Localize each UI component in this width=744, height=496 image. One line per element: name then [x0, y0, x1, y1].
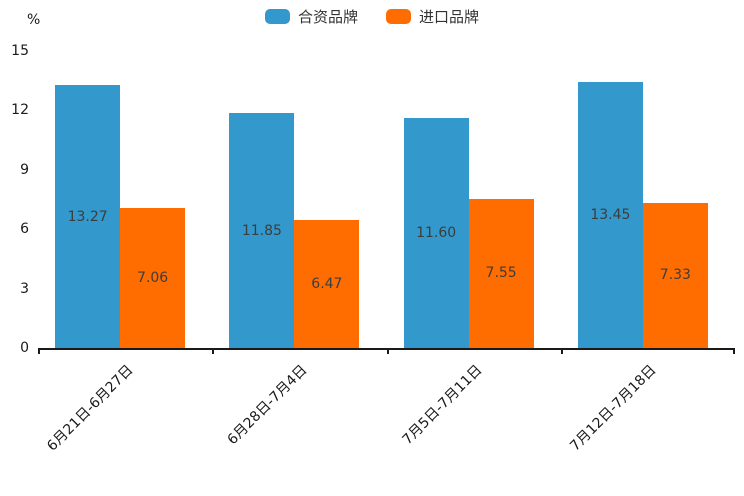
x-axis-tick	[38, 348, 40, 354]
y-axis-tick-label: 15	[11, 43, 29, 59]
x-axis-category-label: 6月21日-6月27日	[44, 362, 137, 455]
legend-label: 合资品牌	[297, 8, 358, 26]
bar-value-label: 13.45	[590, 206, 631, 223]
x-axis-category-label: 7月5日-7月11日	[399, 362, 486, 449]
bar-joint-venture: 11.85	[229, 113, 295, 348]
bar-value-label: 11.85	[241, 222, 282, 239]
legend-item-joint-venture-brands[interactable]: 合资品牌	[264, 6, 358, 27]
bar-value-label: 7.06	[137, 270, 169, 287]
legend-swatch-blue	[264, 9, 290, 24]
x-axis-tick	[386, 348, 389, 354]
legend-label: 进口品牌	[419, 8, 480, 26]
bar-joint-venture: 13.27	[55, 85, 121, 348]
legend-item-imported-brands[interactable]: 进口品牌	[386, 6, 479, 27]
bar-value-label: 11.60	[416, 225, 457, 242]
x-axis-tick	[560, 348, 563, 354]
y-axis-tick-label: 0	[20, 340, 29, 356]
bar-value-label: 6.47	[311, 275, 343, 292]
chart-legend: 合资品牌 进口品牌	[0, 6, 744, 27]
x-axis-category-label: 6月28日-7月4日	[224, 362, 311, 449]
bar-imported: 7.06	[120, 208, 186, 348]
bar-value-label: 7.33	[659, 267, 691, 284]
bar-joint-venture: 13.45	[577, 81, 643, 348]
bar-joint-venture: 11.60	[403, 118, 469, 348]
plot-area: 0 3 6 9 12 15 13.27 7.06 6月21日-6月27日 11.85 6.47 6月2…	[11, 43, 735, 454]
y-axis-unit-label: %	[27, 12, 41, 28]
legend-swatch-orange	[386, 9, 411, 24]
y-axis-tick-label: 3	[20, 280, 29, 297]
y-axis-tick-label: 9	[20, 161, 29, 178]
x-axis-tick	[212, 348, 215, 354]
bar-imported: 7.33	[642, 202, 708, 348]
bar-imported: 6.47	[294, 219, 360, 348]
x-axis-tick	[733, 348, 735, 354]
bar-value-label: 13.27	[67, 208, 108, 225]
y-axis-tick-label: 12	[11, 102, 29, 119]
bar-imported: 7.55	[468, 198, 534, 348]
bar-value-label: 7.55	[485, 265, 517, 282]
y-axis-tick-label: 6	[20, 221, 29, 238]
x-axis-category-label: 7月12日-7月18日	[567, 362, 660, 455]
